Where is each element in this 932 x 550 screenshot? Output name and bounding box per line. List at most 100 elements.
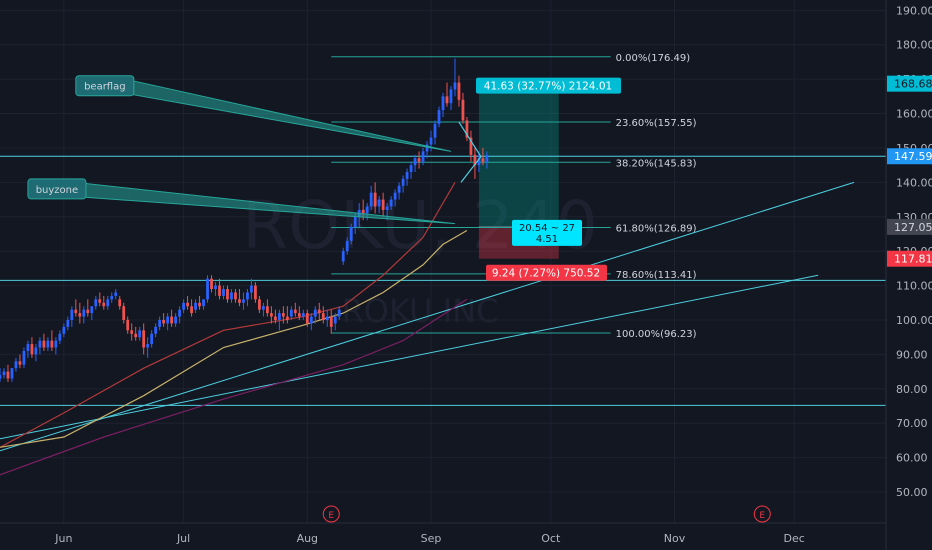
x-tick-label: Jul [176,532,190,545]
earnings-marker-icon[interactable] [753,505,771,523]
candle [285,306,289,324]
candles [0,58,489,382]
candle-body [309,316,313,324]
candle-body [210,278,213,290]
y-tick-label: 70.00 [896,417,928,430]
candle [42,333,46,351]
candle-body [405,172,409,179]
candle-body [445,96,449,104]
candle [465,116,469,142]
candle-body [321,313,325,320]
candle [457,75,461,107]
y-tick-label: 140.00 [896,176,932,189]
candle-body [389,199,393,207]
candle [305,309,309,327]
price-badge-label: 127.05 [894,221,932,234]
candle-body [10,368,14,379]
candle-body [134,333,138,338]
candle [401,175,405,193]
candle [246,289,249,307]
candle-body [297,313,301,317]
candle-body [234,292,237,300]
candle [0,368,2,382]
candle-body [469,137,473,155]
candle-body [369,192,373,207]
horizontal-lines[interactable] [0,155,886,406]
candle-body [158,319,162,327]
callout-box[interactable] [27,178,87,200]
candle [154,323,158,338]
candle [182,299,185,314]
candle-body [433,123,437,138]
position-labels[interactable]: 41.63 (32.77%) 2124.01 20.54 ~ 274.51 9.24… [476,77,621,281]
candle [321,306,325,324]
candle-body [293,309,297,314]
y-tick-label: 90.00 [896,348,928,361]
candle [14,357,18,372]
candle [329,309,333,334]
candle-body [50,340,54,348]
y-tick-label: 50.00 [896,486,928,499]
flag-pattern[interactable] [458,121,482,183]
candle-body [393,192,397,200]
ratio-label-line1: 20.54 ~ 27 [519,223,575,234]
profit-zone[interactable] [478,83,559,227]
candle-body [385,206,389,210]
candle-body [313,309,317,317]
earnings-marker-icon[interactable] [322,505,340,523]
candle [214,282,217,296]
y-tick-label: 190.00 [896,4,932,17]
candle-body [186,302,189,307]
candle [273,309,277,324]
candle [26,340,30,358]
candle-body [102,302,106,307]
candle-body [449,89,453,104]
candle-body [361,209,365,214]
price-badge[interactable] [887,218,932,235]
ratio-label-box[interactable] [512,219,582,246]
callout-box[interactable] [75,75,135,97]
candle [238,289,241,307]
candle [146,337,150,358]
x-tick-label: Jun [54,532,72,545]
trendlines[interactable] [0,181,855,452]
candle [38,337,42,355]
trendline[interactable] [0,181,855,452]
candle-body [285,316,289,320]
candle [46,337,50,351]
target-label-box[interactable] [476,77,621,94]
candle-body [82,309,86,317]
candle-body [365,206,369,214]
stop-label: 9.24 (7.27%) 750.52 [492,268,600,280]
x-tick-label: Dec [784,532,805,545]
candle-body [46,340,50,348]
candle-body [281,313,285,317]
price-badge[interactable] [887,250,932,267]
candle-body [70,309,74,320]
price-badge[interactable] [887,75,932,92]
candle-body [178,309,181,317]
candle [110,292,114,303]
candle [461,92,465,124]
moving-average-line [0,298,468,476]
candle-body [122,306,126,320]
candle [409,161,413,179]
x-axis[interactable]: Jun Jul Aug Sep Oct Nov Dec E E [0,505,932,550]
candle [222,285,225,300]
price-badge[interactable] [887,148,932,165]
candle-body [182,302,185,310]
stop-label-box[interactable] [486,264,607,281]
candle [289,306,293,320]
candle-body [62,326,66,334]
flag-triangle[interactable] [458,121,482,183]
candle-body [429,137,433,145]
candle [170,309,174,327]
candle-body [377,199,381,207]
annotations[interactable]: bearflag buyzone [27,75,456,225]
y-axis[interactable]: 190.00180.00170.00160.00150.00140.00130.… [885,0,932,550]
candle [2,368,6,379]
candle-body [457,82,461,100]
trendline[interactable] [0,274,819,440]
candle [254,282,257,303]
